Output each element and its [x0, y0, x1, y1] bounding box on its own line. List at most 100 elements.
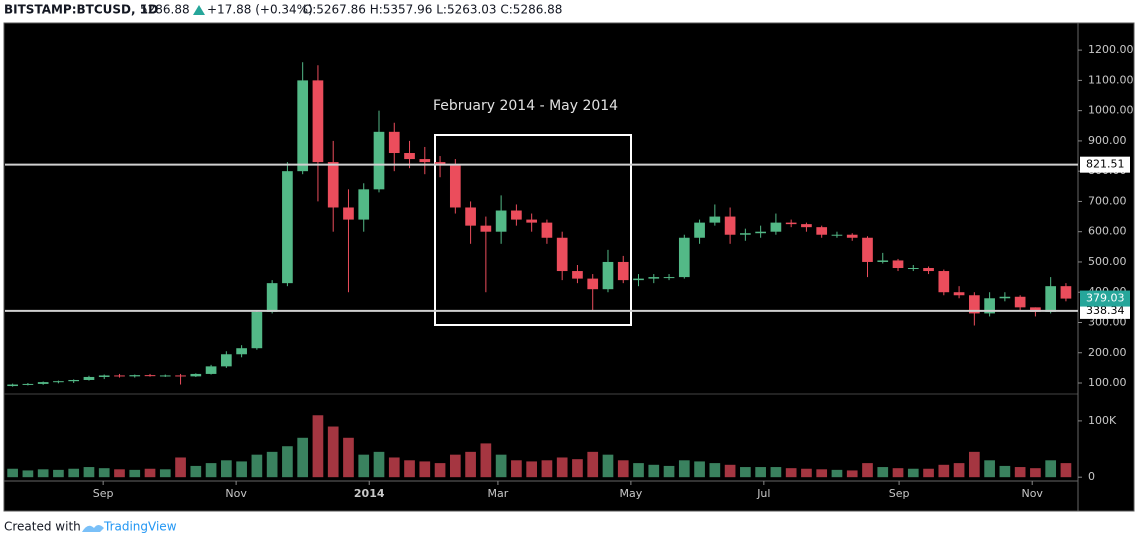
candle-body: [541, 222, 553, 238]
volume-bar: [678, 460, 690, 478]
y-tick-label: 500.00: [1088, 255, 1127, 268]
volume-bar: [617, 460, 629, 478]
volume-bar: [495, 454, 507, 478]
candle-body: [648, 277, 660, 279]
last-price: 5286.88: [140, 3, 190, 17]
candle-body: [22, 383, 34, 385]
line-label: 338.34: [1086, 304, 1125, 317]
volume-bar: [343, 437, 354, 478]
volume-bar: [526, 461, 537, 478]
candle-body: [175, 375, 186, 377]
candle-body: [511, 210, 522, 220]
x-tick-label: Nov: [1021, 487, 1043, 500]
candle-body: [37, 382, 49, 384]
candle-body: [755, 231, 766, 234]
candle-body: [633, 278, 644, 281]
volume-bar: [953, 463, 965, 478]
volume-bar: [175, 457, 186, 478]
volume-bar: [862, 463, 873, 478]
volume-bar: [373, 451, 385, 478]
volume-bar: [556, 457, 568, 478]
volume-tick-label: 0: [1088, 470, 1095, 483]
candle-body: [68, 379, 80, 382]
footer-text[interactable]: Created with: [4, 520, 81, 534]
candle-body: [678, 237, 690, 278]
candle-body: [465, 207, 476, 226]
candle-body: [221, 354, 232, 367]
candle-body: [953, 292, 965, 296]
volume-bar: [740, 467, 751, 478]
volume-bar: [801, 468, 812, 478]
x-tick-label: Jul: [756, 487, 770, 500]
symbol: BITSTAMP:BTCUSD, 1D: [4, 3, 158, 17]
volume-bar: [724, 464, 736, 478]
volume-bar: [434, 463, 446, 478]
volume-bar: [53, 469, 64, 478]
volume-bar: [221, 460, 232, 478]
volume-bar: [251, 454, 263, 478]
candle-body: [373, 131, 385, 190]
volume-bar: [572, 459, 583, 478]
candle-body: [388, 131, 400, 154]
volume-bar: [129, 469, 141, 478]
candle-body: [846, 234, 858, 238]
volume-bar: [98, 468, 110, 478]
volume-bar: [68, 468, 80, 478]
candle-body: [724, 216, 736, 235]
volume-bar: [480, 443, 492, 478]
volume-bar: [1060, 463, 1072, 478]
candle-body: [205, 366, 217, 374]
volume-bar: [892, 468, 904, 478]
y-tick-label: 1100.00: [1088, 73, 1134, 86]
volume-bar: [511, 460, 522, 478]
volume-bar: [297, 437, 309, 478]
candle-body: [709, 216, 721, 223]
volume-bar: [465, 451, 476, 478]
chart-background: [3, 22, 1135, 512]
volume-bar: [694, 461, 705, 478]
candle-body: [907, 268, 919, 270]
volume-bar: [419, 461, 431, 478]
x-tick-label: Nov: [225, 487, 247, 500]
volume-tick-label: 100K: [1088, 414, 1117, 427]
candle-body: [617, 261, 629, 281]
candle-body: [999, 296, 1011, 299]
candle-body: [159, 375, 171, 377]
candle-body: [1060, 286, 1072, 299]
volume-bar: [1045, 460, 1057, 478]
candle-body: [98, 375, 110, 377]
candle-body: [969, 295, 980, 314]
y-tick-label: 900.00: [1088, 134, 1127, 147]
volume-bar: [969, 451, 980, 478]
x-tick-label: Mar: [488, 487, 509, 500]
annotation-box: [434, 134, 632, 326]
x-tick-label: Sep: [93, 487, 114, 500]
tv-logo: [82, 525, 104, 532]
candle-body: [495, 210, 507, 232]
volume-bar: [984, 460, 995, 478]
volume-bar: [633, 463, 644, 478]
candle-body: [831, 234, 843, 236]
candle-body: [801, 224, 812, 228]
volume-bar: [923, 468, 934, 478]
candle-body: [480, 225, 492, 232]
volume-bar: [785, 468, 797, 478]
x-tick-label: 2014: [354, 487, 385, 500]
candle-body: [144, 375, 156, 377]
volume-bar: [327, 426, 339, 478]
volume-bar: [114, 469, 125, 478]
volume-bar: [282, 446, 293, 478]
candle-body: [770, 222, 782, 232]
candle-body: [282, 171, 293, 284]
candle-body: [190, 373, 202, 377]
volume-bar: [709, 463, 721, 478]
candle-body: [526, 219, 537, 223]
volume-bar: [541, 460, 553, 478]
candle-body: [312, 80, 324, 163]
volume-bar: [7, 468, 18, 478]
y-tick-label: 700.00: [1088, 194, 1127, 207]
volume-bar: [236, 461, 247, 478]
y-tick-label: 200.00: [1088, 346, 1127, 359]
footer-brand[interactable]: TradingView: [103, 520, 177, 534]
